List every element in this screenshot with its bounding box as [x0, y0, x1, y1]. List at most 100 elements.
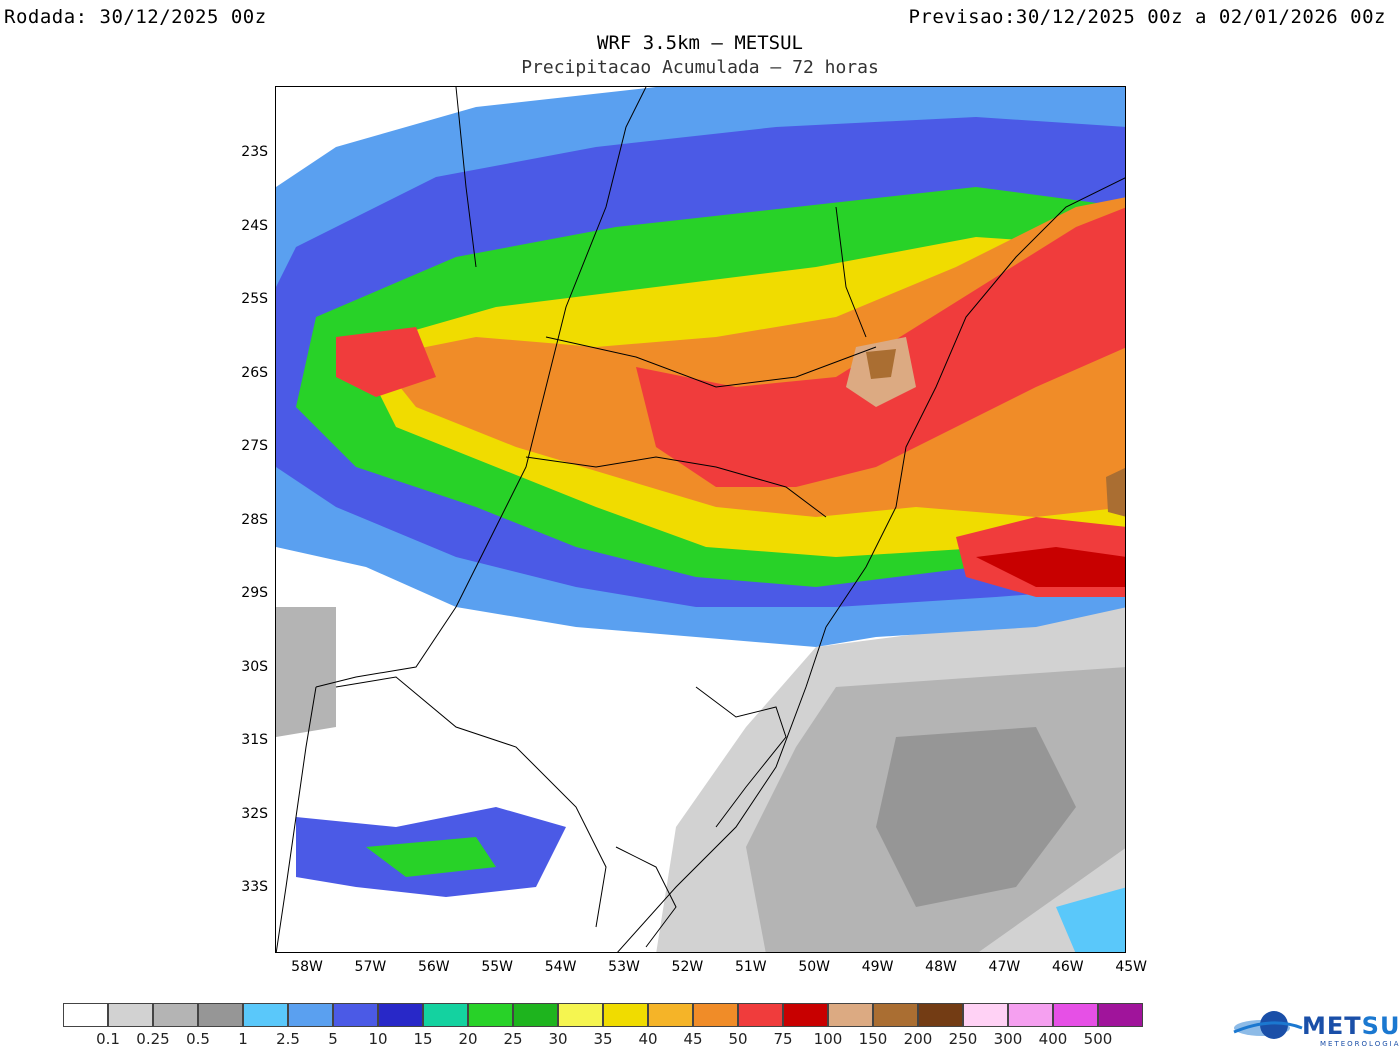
- state-border-sp-pr: [835, 206, 867, 338]
- lagoa-mirim: [615, 846, 677, 948]
- precipitation-field: [276, 87, 1125, 952]
- colorbar-label: 1: [238, 1030, 248, 1048]
- lat-label: 26S: [241, 364, 268, 381]
- lon-label: 56W: [417, 959, 450, 975]
- colorbar-swatch: [1008, 1003, 1053, 1027]
- lat-label: 23S: [241, 144, 268, 160]
- lat-label: 31S: [241, 732, 268, 748]
- lon-label: 51W: [734, 959, 767, 975]
- colorbar-swatch: [693, 1003, 738, 1027]
- lon-label: 54W: [544, 959, 577, 975]
- border-uruguay-west: [276, 686, 317, 952]
- map-title: WRF 3.5km – METSUL: [597, 32, 803, 54]
- colorbar-label: 250: [948, 1030, 978, 1048]
- colorbar-swatch: [333, 1003, 378, 1027]
- lagoa-dos-patos: [695, 686, 787, 828]
- colorbar-swatch: [873, 1003, 918, 1027]
- colorbar-swatch: [918, 1003, 963, 1027]
- colorbar-label: 5: [328, 1030, 338, 1048]
- precipitation-map: [275, 86, 1126, 953]
- colorbar-label: 150: [858, 1030, 888, 1048]
- colorbar-swatch: [153, 1003, 198, 1027]
- colorbar-swatch: [423, 1003, 468, 1027]
- precip-area-brown: [866, 349, 896, 379]
- lat-label: 32S: [241, 805, 268, 822]
- precip-area-grey-west: [276, 607, 336, 737]
- lat-label: 29S: [241, 585, 268, 601]
- coastline: [617, 626, 827, 952]
- precip-area-cyan-se: [1056, 887, 1125, 952]
- colorbar-label: 20: [458, 1030, 478, 1048]
- valid-value: 30/12/2025 00z a 02/01/2026 00z: [1015, 6, 1386, 28]
- run-value: 30/12/2025 00z: [99, 6, 267, 28]
- colorbar-label: 200: [903, 1030, 933, 1048]
- lon-label: 52W: [671, 959, 704, 975]
- colorbar-swatch: [648, 1003, 693, 1027]
- run-info: Rodada: 30/12/2025 00z: [4, 6, 267, 28]
- colorbar-label: 0.5: [186, 1030, 210, 1048]
- colorbar-swatch: [558, 1003, 603, 1027]
- state-border-sc-rs: [525, 456, 827, 518]
- colorbar-label: 30: [548, 1030, 568, 1048]
- colorbar-swatch: [603, 1003, 648, 1027]
- metsul-logo-tagline: METEOROLOGIA: [1320, 1040, 1400, 1048]
- precip-area-red-west: [336, 327, 436, 397]
- colorbar-label: 100: [813, 1030, 843, 1048]
- colorbar-swatch: [963, 1003, 1008, 1027]
- colorbar-label: 40: [638, 1030, 658, 1048]
- colorbar-label: 0.25: [136, 1030, 170, 1048]
- precip-area-red-core: [636, 207, 1125, 487]
- lon-label: 47W: [988, 959, 1021, 975]
- lat-label: 27S: [241, 438, 268, 454]
- run-label: Rodada:: [4, 6, 88, 28]
- lon-label: 49W: [861, 959, 894, 975]
- colorbar-swatch: [63, 1003, 108, 1027]
- colorbar-label: 25: [503, 1030, 523, 1048]
- border-west: [315, 87, 647, 688]
- lon-label: 58W: [291, 959, 323, 975]
- lat-label: 33S: [241, 879, 268, 895]
- lat-label: 25S: [241, 291, 268, 307]
- colorbar-swatch: [513, 1003, 558, 1027]
- lat-label: 24S: [241, 217, 268, 234]
- lon-label: 50W: [798, 959, 831, 975]
- metsul-logo-icon: [1233, 1011, 1303, 1039]
- coastline-north: [825, 177, 1125, 628]
- colorbar-swatch: [108, 1003, 153, 1027]
- valid-info: Previsao:30/12/2025 00z a 02/01/2026 00z: [908, 6, 1386, 28]
- precip-area-south-green: [366, 837, 496, 877]
- colorbar-swatch: [243, 1003, 288, 1027]
- colorbar-swatch: [1053, 1003, 1098, 1027]
- colorbar-swatch: [828, 1003, 873, 1027]
- lon-label: 55W: [481, 959, 514, 975]
- lon-label: 53W: [608, 959, 640, 975]
- logo-brand-b: SUL: [1361, 1012, 1400, 1040]
- lon-label: 46W: [1051, 959, 1084, 975]
- precip-area-grey-dark: [876, 727, 1076, 907]
- map-subtitle: Precipitacao Acumulada – 72 horas: [521, 57, 879, 78]
- colorbar-swatch: [378, 1003, 423, 1027]
- colorbar-label: 75: [773, 1030, 793, 1048]
- colorbar-swatch: [1098, 1003, 1143, 1027]
- colorbar-label: 2.5: [276, 1030, 300, 1048]
- colorbar-swatch: [288, 1003, 333, 1027]
- precip-area-darkred-ocean: [976, 547, 1125, 587]
- precip-area-orange: [376, 197, 1125, 517]
- colorbar-label: 15: [413, 1030, 433, 1048]
- lon-label: 57W: [354, 959, 387, 975]
- colorbar-swatch: [738, 1003, 783, 1027]
- colorbar-label: 400: [1038, 1030, 1068, 1048]
- border-paraguay: [455, 87, 477, 268]
- precip-area-brown-east: [1106, 467, 1125, 517]
- border-uruguay: [335, 676, 607, 928]
- logo-brand-a: MET: [1302, 1012, 1362, 1040]
- colorbar-label: 50: [728, 1030, 748, 1048]
- colorbar-label: 35: [593, 1030, 613, 1048]
- colorbar-label: 0.1: [96, 1030, 120, 1048]
- colorbar-label: 45: [683, 1030, 703, 1048]
- lat-label: 30S: [241, 658, 268, 675]
- lat-label: 28S: [241, 511, 268, 528]
- state-border-pr-sc: [545, 336, 877, 388]
- colorbar-label: 500: [1083, 1030, 1113, 1048]
- colorbar-label: 300: [993, 1030, 1023, 1048]
